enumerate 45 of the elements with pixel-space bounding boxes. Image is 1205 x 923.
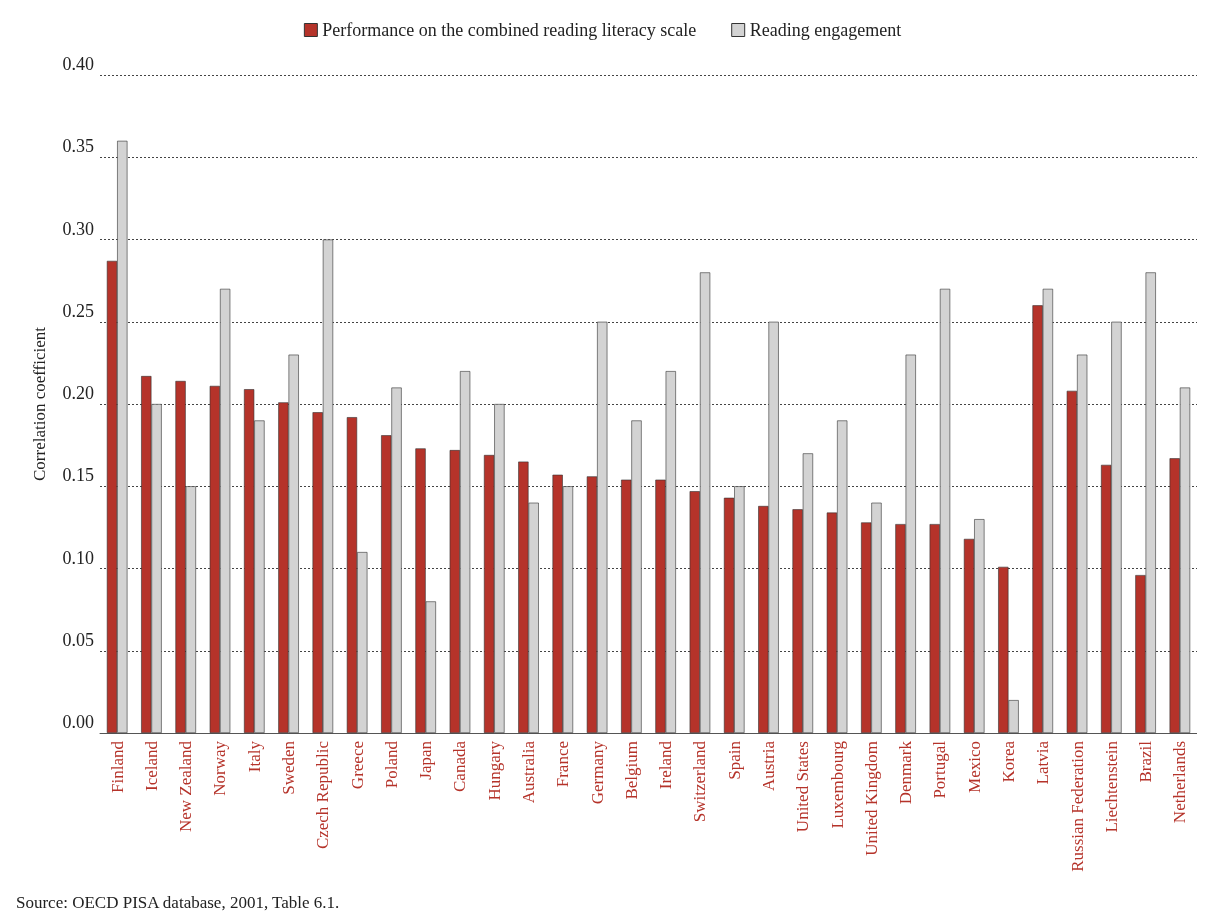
x-tick-label: Denmark: [896, 740, 916, 805]
y-tick-label: 0.40: [62, 54, 94, 74]
x-tick-label: Germany: [587, 740, 607, 805]
y-tick-label: 0.05: [62, 629, 94, 650]
y-tick-label: 0.35: [62, 136, 94, 157]
x-tick-label: Mexico: [964, 741, 984, 793]
legend-label: Performance on the combined reading literacy scale: [322, 20, 697, 40]
x-tick-label: Latvia: [1033, 740, 1053, 785]
x-tick-label: Poland: [381, 740, 401, 789]
x-tick-label: Iceland: [141, 740, 161, 792]
x-tick-label: Hungary: [484, 740, 504, 801]
x-tick-label: Spain: [724, 740, 744, 780]
y-tick-label: 0.20: [62, 383, 94, 403]
x-tick-label: Czech Republic: [313, 740, 333, 850]
x-tick-label: Portugal: [930, 740, 950, 799]
x-tick-label: Italy: [244, 740, 264, 773]
x-tick-label: Japan: [416, 740, 436, 780]
x-tick-label: Netherlands: [1170, 741, 1190, 824]
x-tick-label: Brazil: [1136, 740, 1156, 783]
x-tick-label: Australia: [519, 740, 539, 804]
x-tick-label: United Kingdom: [861, 741, 881, 856]
x-tick-label: Austria: [758, 740, 778, 792]
x-tick-label: Belgium: [621, 741, 641, 800]
source-note: Source: OECD PISA database, 2001, Table 6.1.: [16, 893, 340, 912]
x-tick-label: Korea: [998, 740, 1018, 783]
y-tick-label: 0.30: [62, 218, 94, 239]
x-tick-label: Sweden: [279, 740, 299, 795]
x-tick-label: France: [553, 741, 573, 788]
x-tick-label: Greece: [347, 741, 367, 790]
x-tick-label: Liechtenstein: [1101, 740, 1121, 833]
x-tick-label: United States: [793, 741, 813, 833]
x-tick-label: New Zealand: [176, 740, 196, 833]
legend-label: Reading engagement: [749, 20, 902, 40]
x-tick-label: Switzerland: [690, 740, 710, 823]
y-tick-label: 0.10: [62, 547, 94, 568]
x-tick-label: Russian Federation: [1067, 740, 1087, 872]
x-tick-label: Finland: [107, 740, 127, 793]
y-tick-label: 0.25: [62, 300, 94, 321]
x-tick-label: Norway: [210, 740, 230, 796]
x-tick-label: Ireland: [656, 740, 676, 790]
x-tick-label: Luxembourg: [827, 740, 847, 829]
x-tick-label: Canada: [450, 740, 470, 792]
y-axis-title: Correlation coefficient: [30, 326, 49, 482]
y-tick-label: 0.00: [62, 712, 94, 732]
y-tick-label: 0.15: [62, 465, 94, 486]
